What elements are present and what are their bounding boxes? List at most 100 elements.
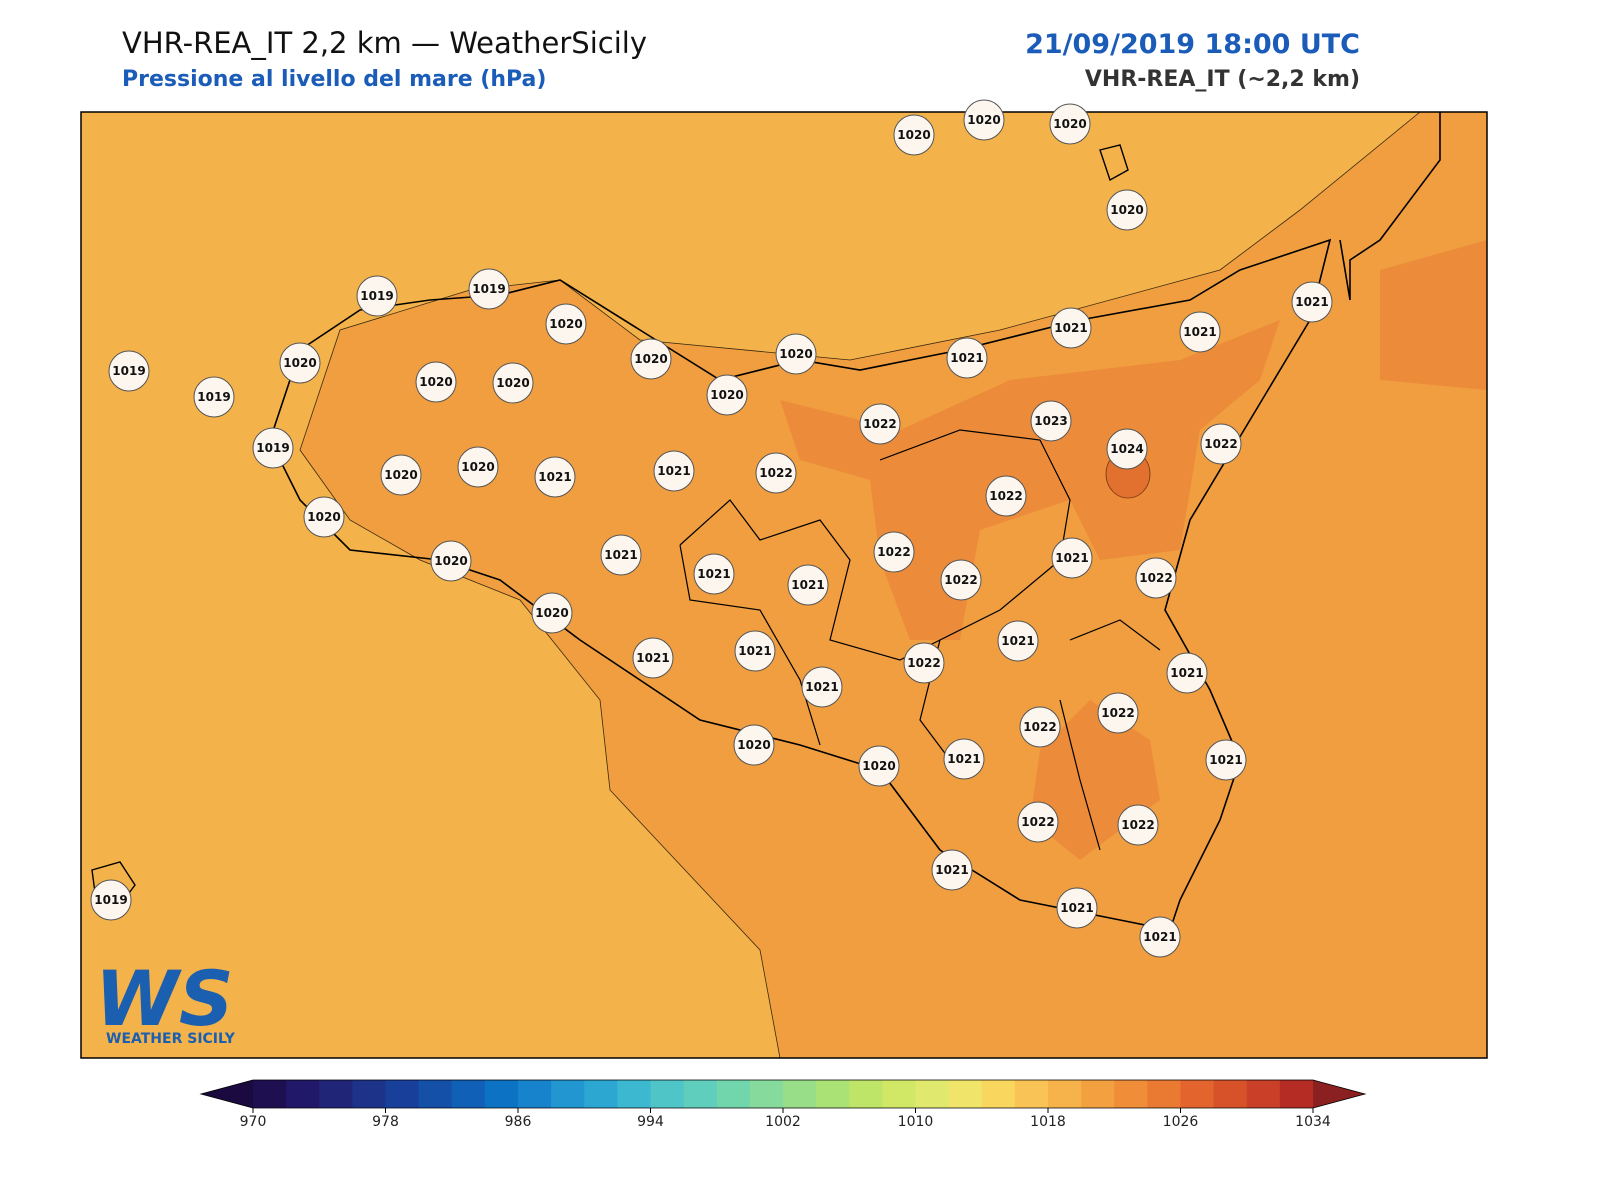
station: 1020 [545,303,587,345]
station: 1020 [733,724,775,766]
station: 1019 [252,427,294,469]
map [80,111,1488,1059]
station-value: 1021 [697,567,730,581]
station-marker [859,403,901,445]
station-value: 1020 [779,347,812,361]
station-value: 1021 [805,680,838,694]
station: 1020 [279,342,321,384]
station-value: 1021 [1001,634,1034,648]
station: 1020 [630,338,672,380]
station-value: 1021 [1055,551,1088,565]
station-value: 1022 [1204,437,1237,451]
station: 1021 [1139,916,1181,958]
station-marker [1291,281,1333,323]
station: 1020 [706,374,748,416]
station-value: 1022 [1121,818,1154,832]
colorbar-bin [783,1080,817,1108]
station: 1021 [734,630,776,672]
station-value: 1020 [307,510,340,524]
station-value: 1022 [863,417,896,431]
station-value: 1022 [877,545,910,559]
stations: 1020 1020 1020 1020 1019 1019 1020 1019 1019 1020… [90,99,1333,958]
colorbar-bin [683,1080,718,1108]
station-value: 1020 [496,376,529,390]
station: 1021 [943,738,985,780]
station: 1024 [1106,428,1148,470]
colorbar-bin [518,1080,552,1108]
station-marker [415,361,457,403]
colorbar-bin [617,1080,651,1108]
station-value: 1023 [1034,414,1067,428]
station: 1022 [940,559,982,601]
station-value: 1020 [434,554,467,568]
logo: WS WEATHER SICILY [95,954,236,1047]
station-value: 1022 [944,573,977,587]
station-value: 1021 [1143,930,1176,944]
station: 1021 [997,620,1039,662]
station-value: 1021 [1209,753,1242,767]
station: 1019 [90,879,132,921]
station-marker [545,303,587,345]
logo-text: WEATHER SICILY [106,1031,236,1047]
station-marker [600,534,642,576]
station-marker [943,738,985,780]
station: 1020 [303,496,345,538]
station-value: 1022 [1139,571,1172,585]
station-marker [1106,428,1148,470]
station-marker [1200,423,1242,465]
station-marker [693,553,735,595]
station-marker [468,268,510,310]
station-marker [893,114,935,156]
colorbar-bin [650,1080,685,1108]
station-marker [492,362,534,404]
station-value: 1021 [935,863,968,877]
station: 1021 [1056,887,1098,929]
station-value: 1024 [1110,442,1143,456]
colorbar-tick-label: 1002 [765,1114,801,1130]
colorbar-bin [385,1080,420,1108]
colorbar-bin [1213,1080,1248,1108]
station-value: 1021 [1295,295,1328,309]
station: 1021 [1205,739,1247,781]
station-marker [997,620,1039,662]
station-marker [1017,801,1059,843]
colorbar-bin [418,1080,453,1108]
station: 1021 [946,337,988,379]
colorbar-over [1313,1080,1365,1108]
colorbar-bin [1279,1080,1314,1108]
station: 1019 [108,350,150,392]
station-value: 1021 [1054,321,1087,335]
station: 1021 [600,534,642,576]
station: 1022 [1019,706,1061,748]
station: 1022 [859,403,901,445]
colorbar-bin [1114,1080,1148,1108]
station-value: 1021 [1060,901,1093,915]
station-value: 1020 [737,738,770,752]
station-value: 1020 [1053,117,1086,131]
colorbar-bin [1014,1080,1049,1108]
station-value: 1022 [1021,815,1054,829]
station: 1021 [931,849,973,891]
colorbar-bin [749,1080,784,1108]
station-marker [1117,804,1159,846]
station-value: 1022 [989,489,1022,503]
station-value: 1020 [967,113,1000,127]
colorbar-bin [253,1080,287,1108]
logo-mark: WS [95,954,234,1043]
station-marker [252,427,294,469]
colorbar-tick-label: 986 [505,1114,532,1130]
station-marker [940,559,982,601]
colorbar-bin [484,1080,519,1108]
station-value: 1020 [1110,203,1143,217]
station-marker [457,446,499,488]
station-value: 1020 [897,128,930,142]
station-value: 1021 [636,651,669,665]
station-value: 1021 [738,644,771,658]
station-marker [873,531,915,573]
colorbar-bin [948,1080,983,1108]
station: 1022 [1117,804,1159,846]
station-marker [531,592,573,634]
station-marker [755,452,797,494]
colorbar-bin [816,1080,850,1108]
station: 1020 [893,114,935,156]
